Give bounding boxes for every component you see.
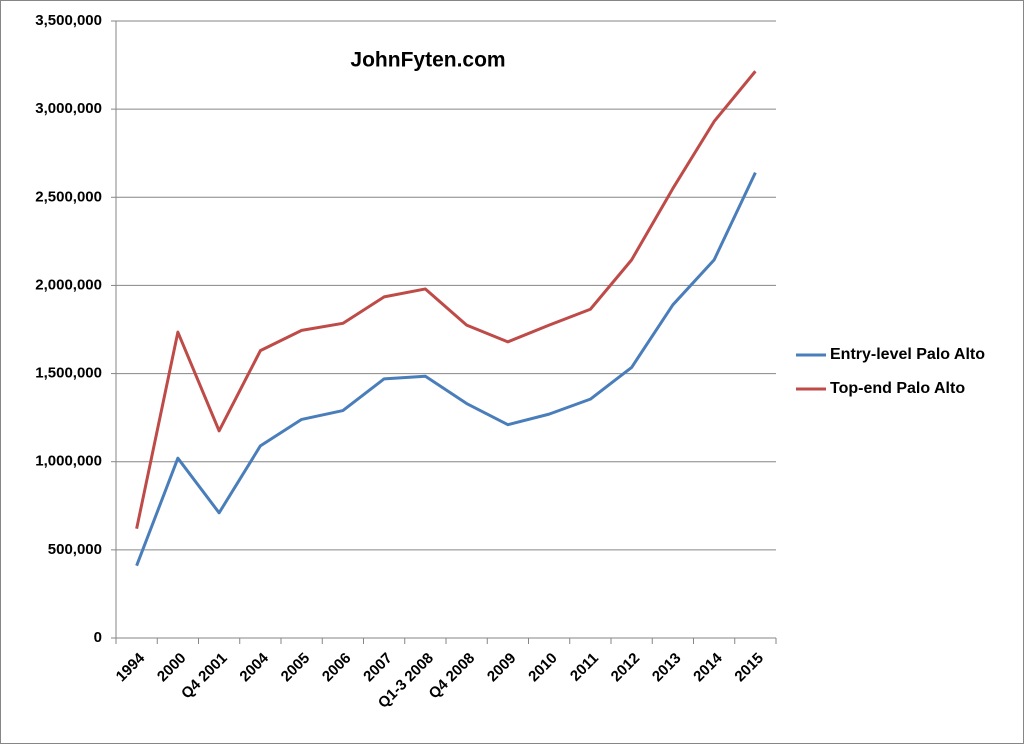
y-tick-label: 0 <box>94 629 102 646</box>
y-tick-label: 500,000 <box>48 541 102 558</box>
y-tick-label: 2,500,000 <box>35 188 102 205</box>
series-line <box>135 171 757 567</box>
y-tick-label: 3,500,000 <box>35 12 102 29</box>
legend-label: Top-end Palo Alto <box>830 380 965 397</box>
legend-label: Entry-level Palo Alto <box>830 346 985 363</box>
series-line <box>135 70 757 530</box>
y-tick-label: 3,000,000 <box>35 100 102 117</box>
y-tick-label: 2,000,000 <box>35 276 102 293</box>
annotation: JohnFyten.com <box>350 49 505 72</box>
y-tick-label: 1,500,000 <box>35 365 102 382</box>
y-tick-label: 1,000,000 <box>35 453 102 470</box>
